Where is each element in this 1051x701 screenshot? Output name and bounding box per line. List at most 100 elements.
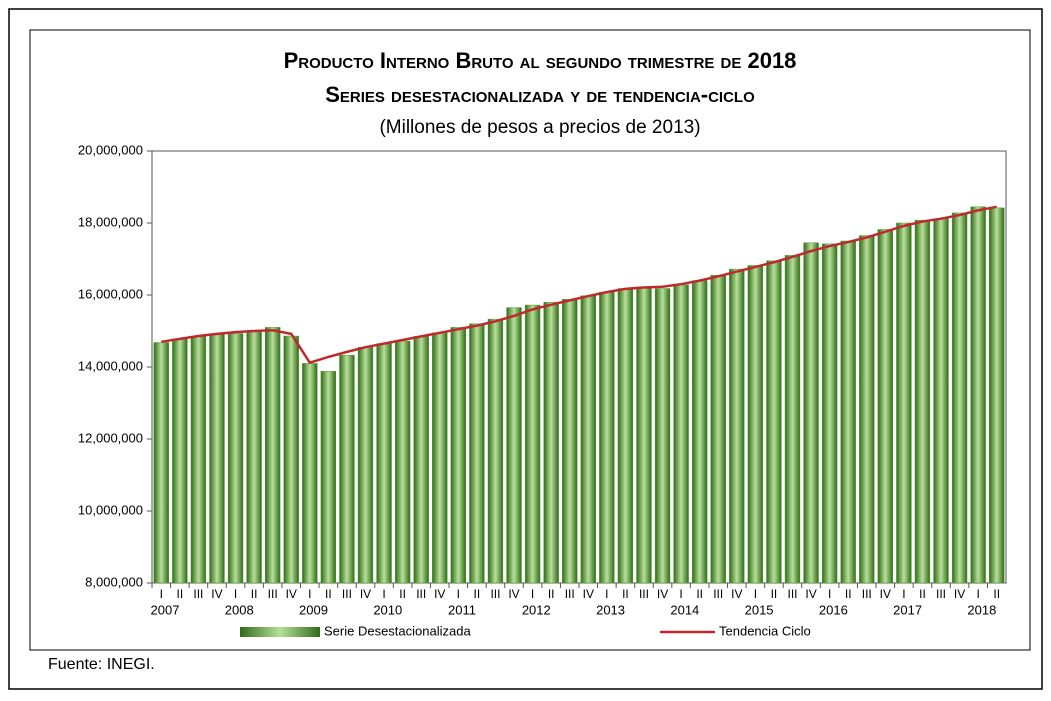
- x-tick-label: III: [193, 587, 203, 601]
- y-tick-label: 16,000,000: [78, 286, 143, 301]
- bar: [172, 338, 188, 584]
- y-tick-label: 8,000,000: [85, 574, 143, 589]
- bar: [933, 218, 949, 584]
- x-tick-label: I: [828, 587, 831, 601]
- bar: [617, 288, 634, 584]
- bar: [227, 333, 244, 584]
- x-tick-label: IV: [286, 587, 297, 601]
- bar: [432, 332, 448, 584]
- chart-title: Producto Interno Bruto al segundo trimes…: [284, 48, 797, 73]
- bar: [803, 242, 819, 584]
- chart-subtitle: Series desestacionalizada y de tendencia…: [325, 82, 755, 107]
- bar: [339, 354, 355, 584]
- bar: [506, 307, 522, 584]
- x-tick-label: III: [639, 587, 649, 601]
- trend-line: [161, 205, 997, 365]
- bar: [469, 323, 485, 584]
- bar: [450, 327, 467, 584]
- year-label: 2009: [299, 602, 328, 617]
- x-tick-label: IV: [954, 587, 965, 601]
- x-tick-label: IV: [805, 587, 816, 601]
- x-tick-label: I: [605, 587, 608, 601]
- bar: [487, 318, 504, 584]
- bar: [394, 340, 411, 584]
- bar: [320, 371, 337, 584]
- x-tick-label: I: [531, 587, 534, 601]
- x-tick-label: II: [251, 587, 258, 601]
- year-label: 2014: [670, 602, 699, 617]
- year-label: 2013: [596, 602, 625, 617]
- bar: [599, 291, 615, 584]
- x-tick-label: II: [771, 587, 778, 601]
- bar: [357, 346, 374, 584]
- x-tick-label: I: [308, 587, 311, 601]
- outer-frame: [8, 8, 1043, 690]
- x-tick-label: III: [565, 587, 575, 601]
- x-tick-label: II: [696, 587, 703, 601]
- year-label: 2018: [967, 602, 996, 617]
- x-tick-label: II: [993, 587, 1000, 601]
- x-tick-label: I: [754, 587, 757, 601]
- bar: [970, 206, 986, 584]
- bar: [209, 334, 225, 584]
- bar: [989, 207, 1005, 584]
- bar: [710, 274, 726, 584]
- x-tick-label: II: [474, 587, 481, 601]
- bar: [580, 295, 596, 584]
- bar: [951, 212, 968, 584]
- bar: [914, 219, 931, 584]
- bar: [691, 280, 708, 584]
- x-tick-label: II: [919, 587, 926, 601]
- year-label: 2008: [225, 602, 254, 617]
- bar: [784, 255, 801, 584]
- x-tick-label: III: [342, 587, 352, 601]
- x-tick-label: I: [457, 587, 460, 601]
- x-tick-label: III: [936, 587, 946, 601]
- x-tick-label: IV: [731, 587, 742, 601]
- legend-label: Serie Desestacionalizada: [324, 623, 471, 638]
- year-label: 2017: [893, 602, 922, 617]
- x-tick-label: II: [399, 587, 406, 601]
- year-label: 2012: [522, 602, 551, 617]
- year-label: 2011: [448, 602, 476, 617]
- bar: [821, 243, 838, 584]
- year-label: 2016: [819, 602, 848, 617]
- x-tick-label: I: [679, 587, 682, 601]
- bar: [190, 336, 207, 584]
- year-label: 2007: [151, 602, 180, 617]
- chart-frame: [29, 29, 1031, 651]
- bar: [747, 265, 764, 584]
- x-tick-label: IV: [434, 587, 445, 601]
- x-tick-label: I: [976, 587, 979, 601]
- x-tick-label: III: [490, 587, 500, 601]
- legend-label: Tendencia Ciclo: [719, 623, 811, 638]
- x-tick-label: IV: [360, 587, 371, 601]
- x-tick-label: IV: [508, 587, 519, 601]
- x-tick-label: III: [862, 587, 872, 601]
- bar: [766, 260, 782, 584]
- x-tick-label: III: [268, 587, 278, 601]
- bar: [246, 331, 262, 584]
- y-tick-label: 20,000,000: [78, 142, 143, 157]
- y-tick-label: 10,000,000: [78, 502, 143, 517]
- source: Fuente: INEGI.: [48, 656, 155, 673]
- x-tick-label: II: [177, 587, 184, 601]
- bar: [673, 284, 689, 584]
- x-tick-label: III: [416, 587, 426, 601]
- x-tick-label: II: [548, 587, 555, 601]
- bar: [877, 229, 894, 584]
- y-tick-label: 14,000,000: [78, 358, 143, 373]
- bar: [729, 268, 745, 584]
- bar: [896, 222, 912, 584]
- x-tick-label: IV: [657, 587, 668, 601]
- year-label: 2010: [373, 602, 402, 617]
- bar: [413, 336, 429, 584]
- bar: [562, 299, 578, 584]
- y-tick-label: 18,000,000: [78, 214, 143, 229]
- y-tick-label: 12,000,000: [78, 430, 143, 445]
- x-tick-label: IV: [211, 587, 222, 601]
- bar: [543, 301, 559, 584]
- x-tick-label: I: [234, 587, 237, 601]
- x-tick-label: I: [902, 587, 905, 601]
